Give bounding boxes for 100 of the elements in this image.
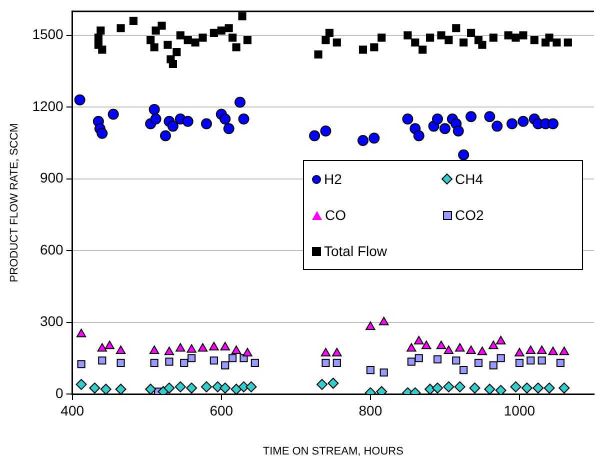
point (104, 340, 114, 350)
point (116, 24, 125, 32)
point (413, 130, 424, 142)
point (129, 16, 138, 25)
point (548, 118, 559, 130)
y-tick-label: 1200 (32, 98, 64, 114)
point (358, 46, 368, 54)
point (366, 322, 376, 330)
point (100, 384, 112, 394)
point (220, 342, 230, 350)
point (224, 24, 233, 32)
point (521, 382, 532, 394)
point (467, 28, 476, 37)
point (496, 354, 505, 362)
point (515, 358, 524, 367)
legend-label: H2 (324, 171, 342, 187)
x-tick-label: 600 (210, 402, 234, 418)
point (544, 382, 555, 394)
point (548, 346, 558, 356)
point (200, 118, 212, 130)
y-tick-label: 1500 (32, 26, 64, 42)
point (444, 36, 453, 44)
point (320, 348, 331, 356)
point (466, 111, 477, 122)
point (198, 343, 208, 352)
point (314, 50, 322, 58)
point (452, 356, 460, 365)
point (243, 36, 252, 44)
point (234, 96, 246, 108)
point (200, 381, 212, 392)
point (328, 378, 339, 389)
point (506, 118, 518, 130)
point (221, 361, 230, 370)
point (145, 384, 156, 394)
point (496, 336, 506, 344)
point (478, 40, 486, 49)
point (418, 46, 427, 54)
point (174, 381, 186, 392)
point (432, 382, 444, 394)
point (477, 346, 488, 356)
point (212, 381, 224, 392)
point (238, 12, 246, 20)
point (231, 345, 242, 354)
point (228, 34, 237, 42)
point (322, 36, 330, 44)
point (437, 31, 446, 40)
point (76, 328, 86, 338)
point (98, 46, 106, 54)
point (89, 382, 100, 394)
point (368, 132, 380, 144)
point (530, 36, 538, 44)
point (414, 336, 424, 344)
point (526, 356, 535, 365)
point (217, 26, 226, 35)
point (220, 382, 231, 394)
point (433, 355, 442, 364)
point (96, 128, 108, 139)
point (424, 384, 436, 394)
point (452, 24, 460, 32)
point (532, 382, 544, 394)
point (332, 38, 341, 47)
point (246, 381, 257, 392)
point (149, 345, 160, 354)
point (332, 358, 341, 367)
point (545, 34, 554, 42)
point (519, 31, 528, 40)
point (402, 114, 414, 125)
point (115, 384, 126, 394)
point (164, 382, 175, 394)
point (230, 384, 242, 394)
point (108, 108, 119, 120)
point (414, 354, 423, 362)
point (512, 34, 520, 42)
point (444, 345, 454, 354)
point (158, 22, 166, 30)
point (443, 381, 454, 392)
point (411, 38, 420, 47)
point (210, 356, 218, 365)
point (320, 125, 332, 136)
point (176, 343, 186, 352)
point (182, 116, 194, 127)
legend-label: Total Flow (324, 243, 388, 259)
point (172, 48, 181, 56)
point (439, 123, 450, 134)
point (150, 43, 158, 52)
point (325, 28, 334, 37)
point (432, 114, 444, 125)
legend-label: CO2 (455, 207, 484, 223)
point (165, 358, 174, 366)
point (209, 342, 219, 350)
x-tick-label: 400 (60, 402, 84, 418)
point (484, 384, 496, 394)
point (474, 358, 483, 367)
point (537, 345, 547, 354)
legend-label: CO (325, 207, 346, 223)
legend-label: CH4 (455, 171, 484, 187)
point (460, 38, 468, 47)
point (380, 368, 388, 377)
point (98, 356, 106, 365)
point (495, 384, 506, 394)
